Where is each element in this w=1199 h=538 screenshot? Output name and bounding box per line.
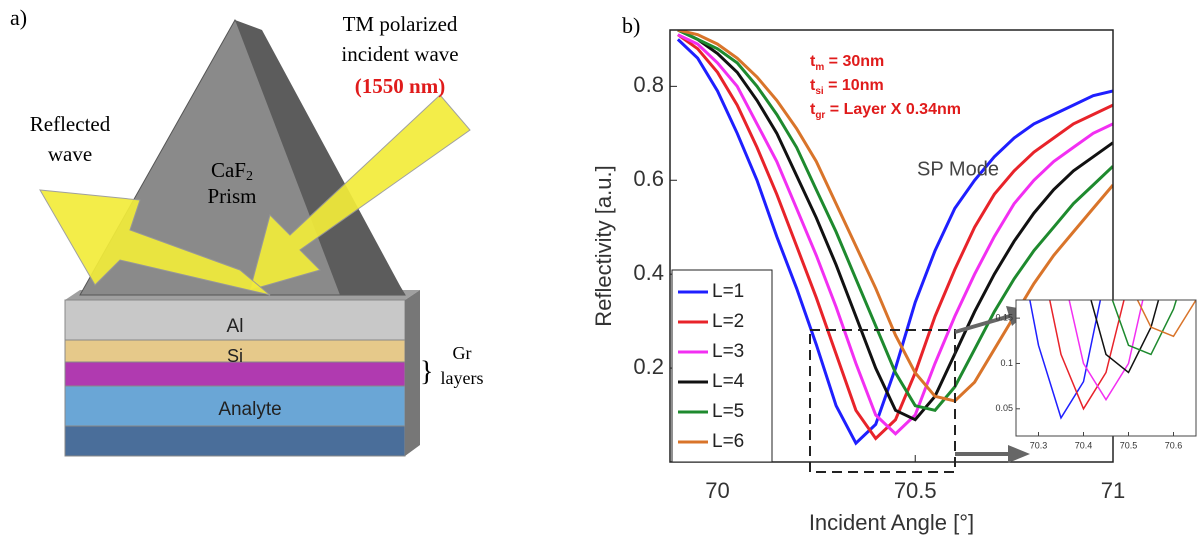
- reflected-label: wave: [48, 142, 92, 166]
- panel-b: b) 0.2 0.4 0.6 0.8 70 70.5 71 Incident Angle [°]…: [591, 0, 1199, 535]
- annotation-part: = Layer X 0.34nm: [825, 101, 961, 118]
- inset-x-tick-label: 70.5: [1120, 440, 1138, 450]
- legend-label: L=3: [712, 341, 744, 362]
- annotation: tgr = Layer X 0.34nm: [810, 101, 961, 120]
- annotation: tsi = 10nm: [810, 77, 884, 96]
- annotation-part: gr: [815, 110, 825, 121]
- al-label: Al: [227, 316, 244, 337]
- panel-label: b): [622, 13, 640, 38]
- incident-label: TM polarized: [343, 12, 458, 36]
- gr-label: Gr: [453, 343, 472, 363]
- y-tick-label: 0.8: [633, 72, 664, 97]
- wavelength-label: (1550 nm): [355, 74, 445, 98]
- panel-label: a): [10, 5, 27, 30]
- prism-label: Prism: [207, 184, 256, 208]
- inset-line: [859, 0, 1199, 336]
- legend-label: L=5: [712, 401, 744, 422]
- y-tick-label: 0.4: [633, 260, 664, 285]
- x-axis-label: Incident Angle [°]: [809, 510, 974, 535]
- panel-a: a) TM polarized incident wave (1550 nm) …: [10, 5, 483, 456]
- figure: a) TM polarized incident wave (1550 nm) …: [0, 0, 1199, 538]
- y-tick-label: 0.2: [633, 354, 664, 379]
- legend-label: L=2: [712, 311, 744, 332]
- annotation-part: si: [815, 86, 824, 97]
- brace: }: [420, 356, 433, 387]
- inset-bg: [1016, 300, 1196, 436]
- annotation: tm = 30nm: [810, 53, 884, 72]
- incident-label: incident wave: [341, 42, 458, 66]
- annotation-part: = 10nm: [824, 77, 884, 94]
- annotation-part: m: [815, 62, 824, 73]
- legend-label: L=4: [712, 371, 745, 392]
- si-label: Si: [227, 346, 243, 366]
- y-tick-label: 0.6: [633, 166, 664, 191]
- analyte-label: Analyte: [218, 399, 281, 420]
- x-tick-label: 70: [705, 478, 729, 503]
- substrate: [65, 426, 405, 456]
- legend-label: L=6: [712, 431, 744, 452]
- inset-x-tick-label: 70.4: [1075, 440, 1093, 450]
- inset-y-tick-label: 0.05: [995, 403, 1013, 413]
- gr-label: layers: [441, 368, 484, 388]
- inset-x-tick-label: 70.3: [1030, 440, 1048, 450]
- inset-y-tick-label: 0.15: [995, 313, 1013, 323]
- legend-label: L=1: [712, 281, 744, 302]
- x-tick-label: 71: [1101, 478, 1125, 503]
- y-axis-label: Reflectivity [a.u.]: [591, 165, 616, 326]
- stack-side: [405, 290, 420, 456]
- inset-x-tick-label: 70.6: [1165, 440, 1183, 450]
- reflected-label: Reflected: [30, 112, 111, 136]
- annotation-part: = 30nm: [824, 53, 884, 70]
- arrowhead: [1008, 445, 1030, 463]
- inset-y-tick-label: 0.1: [1000, 358, 1013, 368]
- mode-label: SP Mode: [917, 158, 999, 180]
- x-tick-label: 70.5: [894, 478, 937, 503]
